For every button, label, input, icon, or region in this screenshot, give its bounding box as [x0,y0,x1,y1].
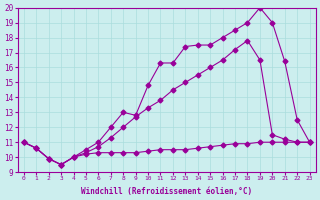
X-axis label: Windchill (Refroidissement éolien,°C): Windchill (Refroidissement éolien,°C) [81,187,252,196]
